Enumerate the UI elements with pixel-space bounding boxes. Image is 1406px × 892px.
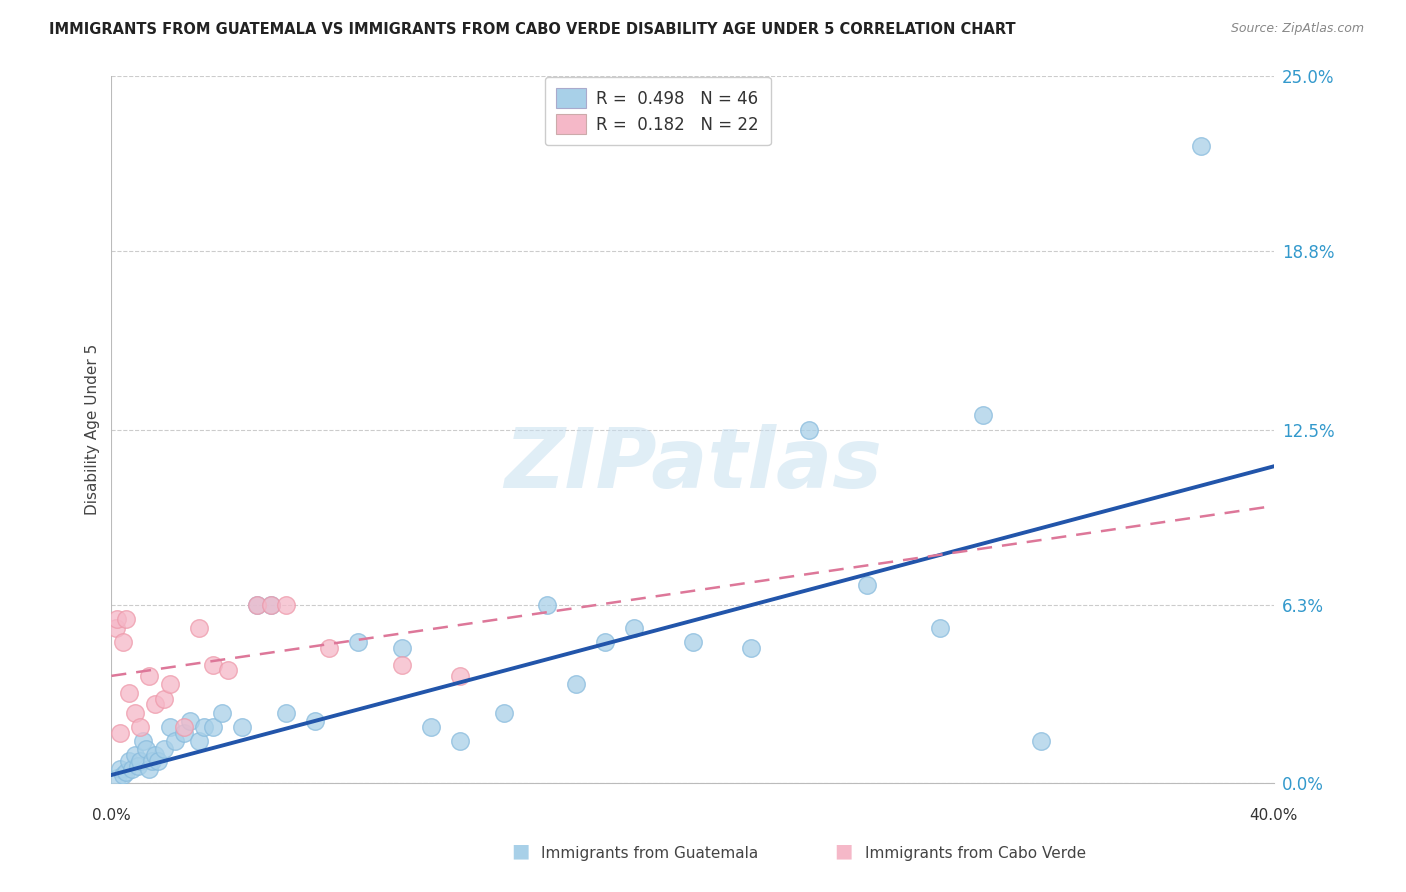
Point: [105, 771, 128, 785]
Point: [682, 635, 704, 649]
Point: [173, 720, 195, 734]
Point: [246, 598, 269, 612]
Text: 0.0%: 0.0%: [91, 808, 131, 823]
Point: [132, 734, 155, 748]
Point: [420, 720, 443, 734]
Point: [260, 598, 283, 612]
Point: [565, 677, 588, 691]
Point: [928, 621, 950, 635]
Point: [274, 598, 297, 612]
Point: [492, 706, 515, 720]
Point: [211, 706, 233, 720]
Point: [112, 635, 135, 649]
Point: [159, 677, 181, 691]
Point: [173, 725, 195, 739]
Text: ZIPatlas: ZIPatlas: [503, 425, 882, 506]
Text: IMMIGRANTS FROM GUATEMALA VS IMMIGRANTS FROM CABO VERDE DISABILITY AGE UNDER 5 C: IMMIGRANTS FROM GUATEMALA VS IMMIGRANTS …: [49, 22, 1015, 37]
Text: Immigrants from Guatemala: Immigrants from Guatemala: [541, 846, 759, 861]
Point: [856, 578, 879, 592]
Point: [118, 754, 141, 768]
Point: [121, 762, 143, 776]
Point: [536, 598, 558, 612]
Point: [179, 714, 201, 728]
Point: [159, 720, 181, 734]
Point: [138, 762, 160, 776]
Point: [105, 612, 128, 626]
Y-axis label: Disability Age Under 5: Disability Age Under 5: [86, 344, 100, 515]
Text: ■: ■: [834, 842, 853, 861]
Point: [124, 748, 146, 763]
Point: [108, 762, 131, 776]
Point: [108, 725, 131, 739]
Point: [152, 742, 174, 756]
Point: [187, 621, 209, 635]
Point: [391, 640, 413, 655]
Text: 40.0%: 40.0%: [1250, 808, 1298, 823]
Point: [193, 720, 215, 734]
Text: Source: ZipAtlas.com: Source: ZipAtlas.com: [1230, 22, 1364, 36]
Point: [124, 706, 146, 720]
Point: [143, 697, 166, 711]
Point: [623, 621, 645, 635]
Point: [143, 748, 166, 763]
Point: [187, 734, 209, 748]
Point: [129, 720, 152, 734]
Point: [217, 663, 239, 677]
Point: [972, 409, 994, 423]
Point: [318, 640, 340, 655]
Point: [202, 720, 225, 734]
Point: [1031, 734, 1053, 748]
Point: [112, 768, 135, 782]
Point: [246, 598, 269, 612]
Point: [391, 657, 413, 672]
Point: [138, 669, 160, 683]
Point: [115, 765, 138, 780]
Point: [152, 691, 174, 706]
Point: [202, 657, 225, 672]
Point: [347, 635, 370, 649]
Point: [231, 720, 253, 734]
Point: [141, 754, 163, 768]
Point: [797, 423, 820, 437]
Point: [104, 621, 127, 635]
Point: [146, 754, 169, 768]
Point: [135, 742, 157, 756]
Point: [118, 686, 141, 700]
Point: [165, 734, 187, 748]
Point: [127, 759, 149, 773]
Point: [115, 612, 138, 626]
Point: [449, 734, 471, 748]
Legend: R =  0.498   N = 46, R =  0.182   N = 22: R = 0.498 N = 46, R = 0.182 N = 22: [544, 77, 770, 145]
Text: ■: ■: [510, 842, 530, 861]
Point: [595, 635, 617, 649]
Point: [1189, 139, 1212, 153]
Point: [129, 754, 152, 768]
Text: Immigrants from Cabo Verde: Immigrants from Cabo Verde: [865, 846, 1085, 861]
Point: [260, 598, 283, 612]
Point: [304, 714, 326, 728]
Point: [740, 640, 762, 655]
Point: [449, 669, 471, 683]
Point: [274, 706, 297, 720]
